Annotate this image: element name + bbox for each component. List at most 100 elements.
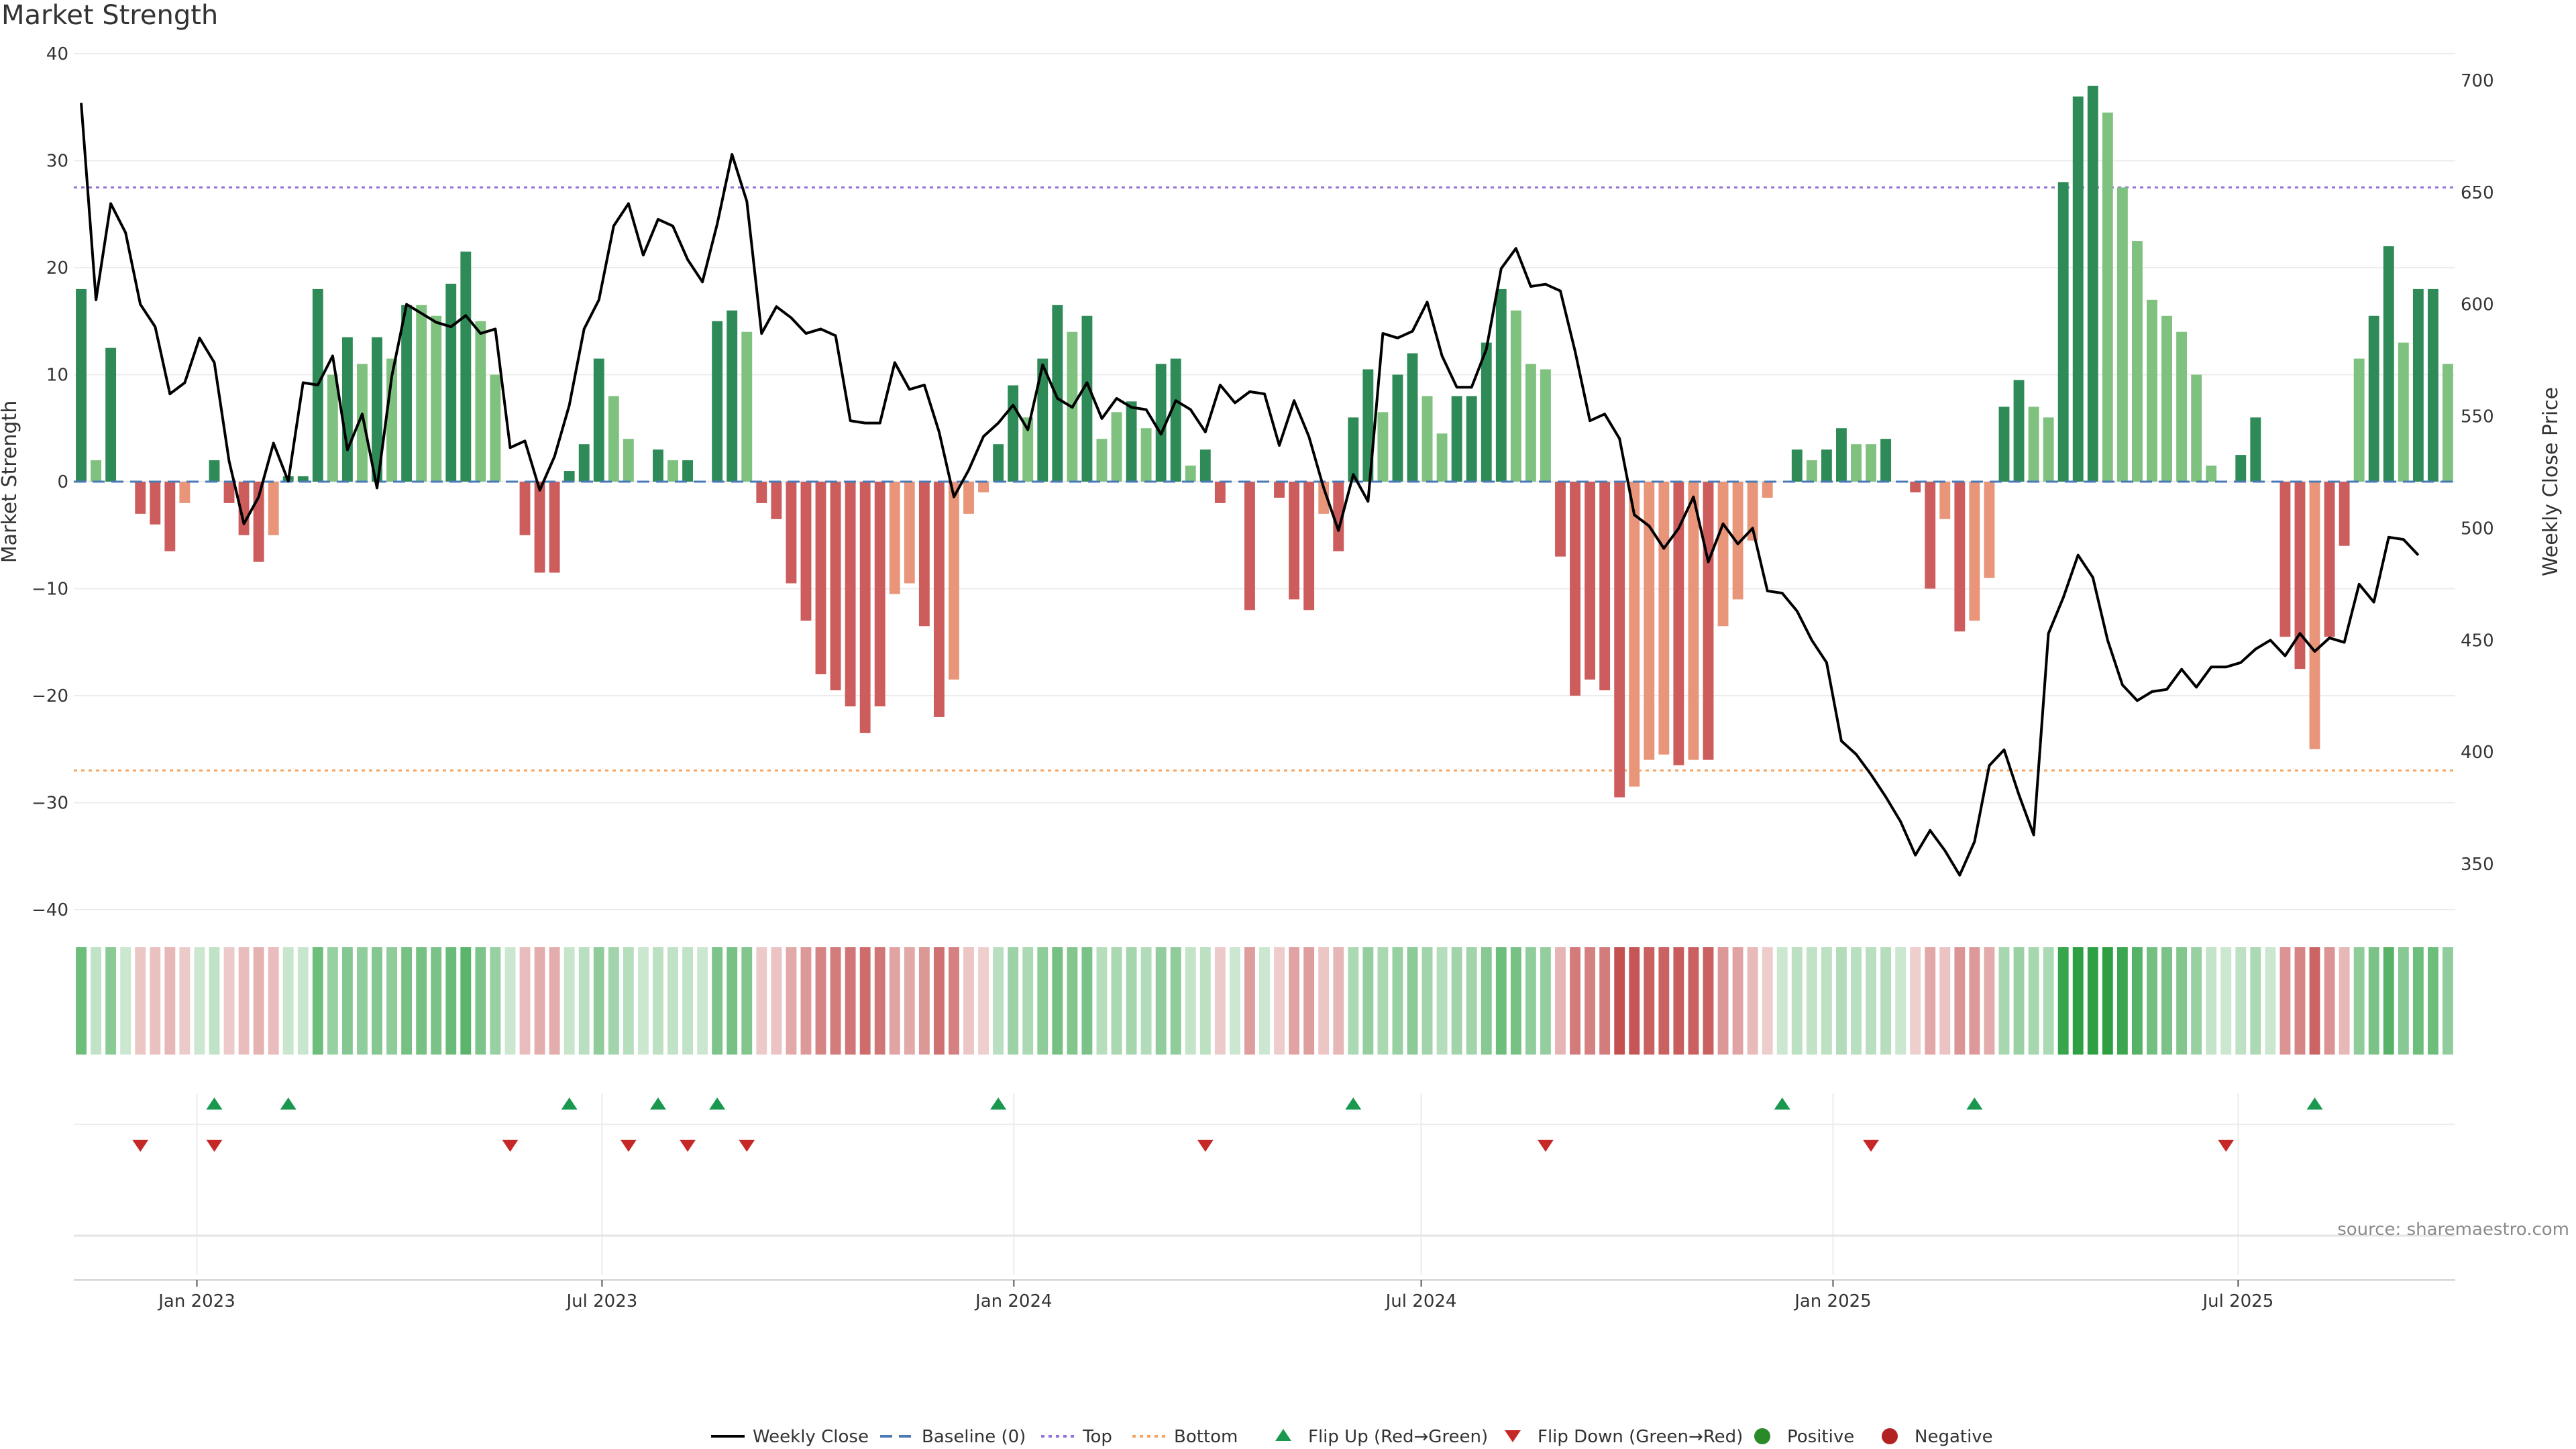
heat-cell bbox=[2102, 947, 2113, 1055]
strength-bar bbox=[1244, 482, 1255, 610]
heat-cell bbox=[2383, 947, 2394, 1055]
heat-cell bbox=[1244, 947, 1255, 1055]
heat-cell bbox=[223, 947, 235, 1055]
strength-bar bbox=[933, 482, 945, 717]
heat-cell bbox=[2176, 947, 2188, 1055]
strength-bar bbox=[209, 460, 220, 482]
heat-cell bbox=[1229, 947, 1240, 1055]
heat-cell bbox=[549, 947, 560, 1055]
strength-bar bbox=[1555, 482, 1566, 557]
strength-bar bbox=[1762, 482, 1773, 498]
strength-bar bbox=[2443, 364, 2453, 482]
heat-cell bbox=[1348, 947, 1359, 1055]
strength-bar bbox=[1495, 288, 1507, 482]
flip-up-marker bbox=[2306, 1097, 2323, 1110]
strength-bar bbox=[800, 482, 812, 621]
heat-cell bbox=[2072, 947, 2084, 1055]
heat-cell bbox=[1762, 947, 1773, 1055]
y-tick-label: 40 bbox=[46, 44, 68, 64]
flip-down-marker bbox=[680, 1140, 696, 1152]
heat-cell bbox=[845, 947, 856, 1055]
strength-bar bbox=[993, 444, 1004, 482]
strength-bar bbox=[1481, 342, 1492, 482]
heat-cell bbox=[135, 947, 146, 1055]
strength-bar bbox=[1851, 444, 1862, 482]
strength-bar bbox=[2013, 380, 2025, 482]
strength-bar bbox=[150, 482, 161, 525]
strength-bar bbox=[564, 471, 575, 482]
heat-cell bbox=[1008, 947, 1019, 1055]
flip-up-marker bbox=[990, 1097, 1007, 1110]
flip-up-marker bbox=[1774, 1097, 1790, 1110]
heat-cell bbox=[1022, 947, 1034, 1055]
heat-cell bbox=[357, 947, 368, 1055]
flip-up-marker bbox=[206, 1097, 223, 1110]
strength-bar bbox=[1925, 482, 1936, 589]
flip-down-marker bbox=[502, 1140, 519, 1152]
strength-bar bbox=[2279, 482, 2291, 637]
strength-bar bbox=[475, 321, 486, 482]
strength-bar bbox=[1570, 482, 1580, 696]
strength-bar bbox=[164, 482, 176, 551]
flip-up-marker bbox=[709, 1097, 726, 1110]
legend-label-flip-up: Flip Up (Red→Green) bbox=[1308, 1427, 1488, 1447]
heat-cell bbox=[416, 947, 427, 1055]
heat-cell bbox=[1259, 947, 1270, 1055]
strength-bar bbox=[1998, 407, 2010, 482]
flip-up-marker bbox=[649, 1097, 666, 1110]
heat-cell bbox=[1658, 947, 1670, 1055]
heat-cell bbox=[445, 947, 457, 1055]
strength-bar bbox=[445, 283, 457, 482]
heat-cell bbox=[786, 947, 797, 1055]
strength-bar bbox=[2427, 288, 2438, 482]
strength-bar bbox=[534, 482, 545, 573]
strength-bar bbox=[1318, 482, 1330, 514]
strength-bar bbox=[1392, 374, 1403, 482]
heat-cell bbox=[1466, 947, 1477, 1055]
strength-bar bbox=[135, 482, 146, 514]
strength-bar bbox=[2383, 246, 2394, 482]
heat-cell bbox=[1688, 947, 1699, 1055]
heat-cell bbox=[756, 947, 767, 1055]
strength-bar bbox=[1954, 482, 1966, 632]
strength-bar bbox=[1111, 412, 1122, 482]
legend-swatch-flip-up bbox=[1275, 1429, 1291, 1441]
heat-cell bbox=[1481, 947, 1492, 1055]
strength-bar bbox=[1821, 449, 1832, 482]
strength-bar bbox=[1703, 482, 1714, 760]
strength-bar bbox=[2294, 482, 2306, 669]
strength-bar bbox=[1096, 439, 1108, 482]
strength-bar bbox=[1022, 417, 1034, 482]
heat-cell bbox=[1717, 947, 1729, 1055]
heat-cell bbox=[1895, 947, 1907, 1055]
heat-cell bbox=[889, 947, 900, 1055]
heat-cell bbox=[1170, 947, 1181, 1055]
strength-bar bbox=[874, 482, 885, 706]
strength-bar bbox=[1732, 482, 1743, 600]
strength-bar bbox=[608, 396, 619, 482]
heat-cell bbox=[1362, 947, 1374, 1055]
strength-bar bbox=[756, 482, 767, 503]
strength-bar bbox=[2206, 466, 2217, 482]
strength-bar bbox=[1644, 482, 1655, 760]
x-tick-label: Jul 2025 bbox=[2201, 1291, 2273, 1311]
heat-cell bbox=[2294, 947, 2306, 1055]
heat-cell bbox=[164, 947, 176, 1055]
strength-bar bbox=[91, 460, 102, 482]
source-credit: source: sharemaestro.com bbox=[2337, 1220, 2569, 1240]
strength-bar bbox=[460, 252, 472, 482]
legend-label-negative: Negative bbox=[1915, 1427, 1993, 1447]
heat-cell bbox=[1377, 947, 1389, 1055]
strength-bar bbox=[2087, 85, 2098, 482]
strength-bar bbox=[771, 482, 782, 519]
heat-cell bbox=[2309, 947, 2320, 1055]
heat-cell bbox=[1836, 947, 1847, 1055]
strength-bar bbox=[1510, 310, 1521, 482]
strength-bar bbox=[845, 482, 856, 706]
heat-cell bbox=[963, 947, 974, 1055]
strength-bar bbox=[519, 482, 531, 535]
heat-cell bbox=[327, 947, 338, 1055]
strength-bar bbox=[2339, 482, 2350, 546]
strength-bar bbox=[490, 374, 501, 482]
heat-cell bbox=[253, 947, 264, 1055]
